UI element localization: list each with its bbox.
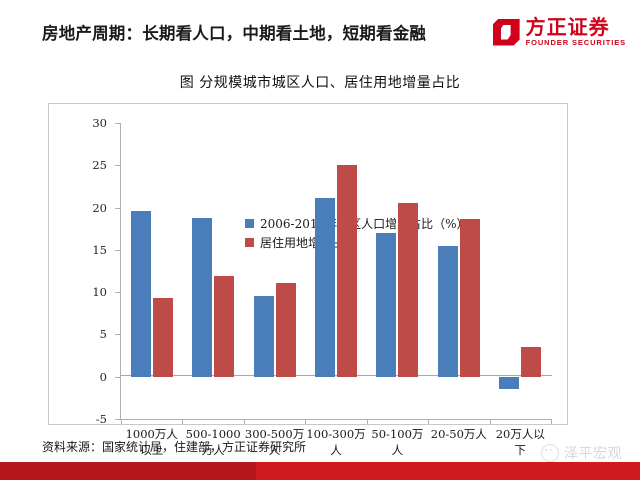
x-tick-mark [551,419,552,424]
watermark-face-icon [541,444,559,462]
y-tick-mark [115,165,120,167]
x-tick-mark [121,419,122,424]
legend-swatch-red-icon [245,238,254,247]
chart-bar [437,246,458,377]
y-tick-mark [115,292,120,294]
chart-bar [459,219,480,377]
chart-bar [376,232,397,377]
y-tick-mark [115,207,120,209]
logo-chinese-name: 方正证券 [525,14,610,39]
chart-bar [315,198,335,377]
logo-english-name: FOUNDER SECURITIES [525,37,626,47]
x-tick-mark [243,419,245,424]
chart-bar [275,282,296,377]
logo-hexagon-icon [492,18,520,46]
figure-caption: 图 分规模城市城区人口、居住用地增量占比 [179,75,461,91]
x-axis-label: 100-300万人 [306,427,366,457]
y-tick-label: 10 [92,285,107,300]
chart-bar [521,347,542,377]
chart-bar [192,217,213,377]
y-tick-mark [115,334,120,336]
zero-baseline [120,375,552,376]
bottom-accent-bar [0,462,640,480]
y-tick-label: 5 [99,327,107,342]
slide-header: 房地产周期：长期看人口，中期看土地，短期看金融 方正证券 FOUNDER SEC… [0,0,640,62]
x-tick-mark [428,419,430,424]
y-tick-mark [115,249,120,251]
y-tick-label: -5 [95,412,107,426]
x-axis-label: 500-1000 万人 [185,427,241,457]
chart-bar [499,376,520,390]
x-tick-mark [182,419,184,424]
chart-bar [337,165,357,377]
x-axis-line [120,419,552,420]
chart-bar [253,296,274,377]
page-title: 房地产周期：长期看人口，中期看土地，短期看金融 [42,24,427,43]
x-tick-mark [489,419,491,424]
y-tick-mark [115,123,120,124]
chart-bar [398,203,419,377]
x-axis-label: 1000万人 以上 [125,427,178,457]
chart-bar [130,210,151,377]
watermark-label: 泽平宏观 [564,446,622,462]
y-tick-mark [115,376,120,378]
source-note: 资料来源：国家统计局，住建部，方正证券研究所 [42,440,307,454]
x-tick-mark [366,419,368,424]
y-axis-line [120,123,121,420]
x-axis-label: 20万人以下 [495,427,545,457]
y-tick-label: 25 [92,158,107,173]
y-tick-mark [115,419,120,420]
chart-panel: 2006-2014年城区人口增量占比（%） 居住用地增量占比 30 25 20 15 1… [48,103,568,457]
x-axis-label: 300-500万人 [244,427,305,457]
y-tick-label: 30 [92,116,107,130]
x-axis-label: 20-50万人 [430,427,487,441]
x-axis-label: 50-100万人 [371,427,424,457]
legend-swatch-blue-icon [245,219,254,228]
watermark: 泽平宏观 [541,443,622,463]
y-tick-label: 0 [99,369,107,384]
y-tick-label: 20 [92,200,107,215]
chart-bar [214,276,235,377]
x-tick-mark [305,419,307,424]
founder-securities-logo: 方正证券 FOUNDER SECURITIES [492,11,626,53]
legend-label-population: 2006-2014年城区人口增量占比（%） [260,217,469,231]
y-tick-label: 15 [92,242,107,257]
chart-bar [152,298,173,377]
